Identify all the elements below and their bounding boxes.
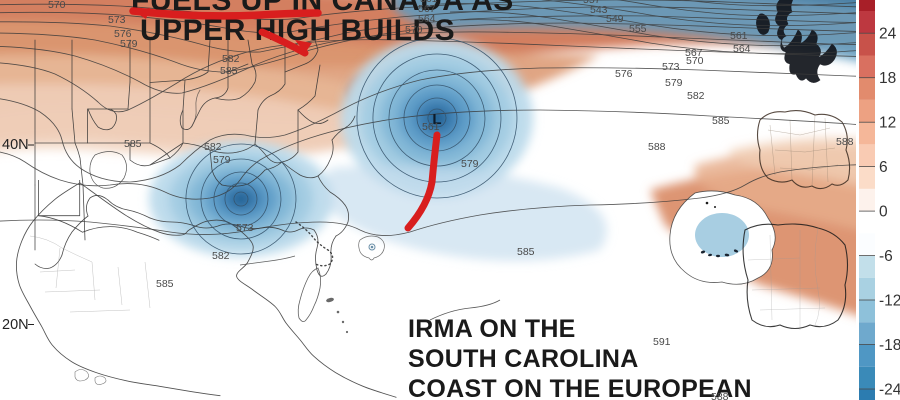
svg-text:-18: -18 <box>879 337 900 354</box>
svg-text:564: 564 <box>733 43 751 55</box>
svg-text:573: 573 <box>236 222 254 234</box>
svg-text:570: 570 <box>405 24 423 36</box>
svg-text:20N: 20N <box>2 317 29 333</box>
svg-text:18: 18 <box>879 70 896 87</box>
svg-text:-6: -6 <box>879 248 893 265</box>
svg-text:6: 6 <box>879 159 888 176</box>
svg-text:567: 567 <box>418 3 436 15</box>
svg-text:588: 588 <box>711 391 729 400</box>
svg-text:591: 591 <box>653 336 671 348</box>
svg-text:561: 561 <box>730 30 748 42</box>
svg-text:579: 579 <box>213 154 231 166</box>
svg-text:585: 585 <box>156 278 174 290</box>
svg-text:40N: 40N <box>2 137 29 153</box>
svg-text:573: 573 <box>662 61 680 73</box>
svg-text:IRMA ON THE: IRMA ON THE <box>408 315 576 343</box>
svg-text:585: 585 <box>124 138 142 150</box>
svg-text:561: 561 <box>422 121 440 133</box>
svg-text:588: 588 <box>648 141 666 153</box>
svg-text:588: 588 <box>836 136 854 148</box>
svg-text:COAST ON THE EUROPEAN: COAST ON THE EUROPEAN <box>408 375 752 400</box>
svg-text:585: 585 <box>712 115 730 127</box>
svg-text:579: 579 <box>120 38 138 50</box>
svg-text:-24: -24 <box>879 382 900 399</box>
svg-text:582: 582 <box>687 90 705 102</box>
svg-text:576: 576 <box>615 68 633 80</box>
svg-text:549: 549 <box>606 13 624 25</box>
svg-text:24: 24 <box>879 26 897 43</box>
svg-text:582: 582 <box>222 53 240 65</box>
svg-text:0: 0 <box>879 204 888 221</box>
svg-text:555: 555 <box>629 23 647 35</box>
svg-text:12: 12 <box>879 115 896 132</box>
svg-text:-12: -12 <box>879 293 900 310</box>
svg-text:570: 570 <box>686 55 704 67</box>
svg-text:582: 582 <box>212 250 230 262</box>
svg-text:579: 579 <box>461 158 479 170</box>
svg-text:585: 585 <box>220 65 238 77</box>
svg-text:585: 585 <box>517 246 535 258</box>
svg-text:582: 582 <box>204 141 222 153</box>
svg-text:SOUTH CAROLINA: SOUTH CAROLINA <box>408 345 639 373</box>
svg-text:573: 573 <box>108 14 126 26</box>
svg-text:570: 570 <box>48 0 66 11</box>
svg-text:579: 579 <box>665 77 683 89</box>
